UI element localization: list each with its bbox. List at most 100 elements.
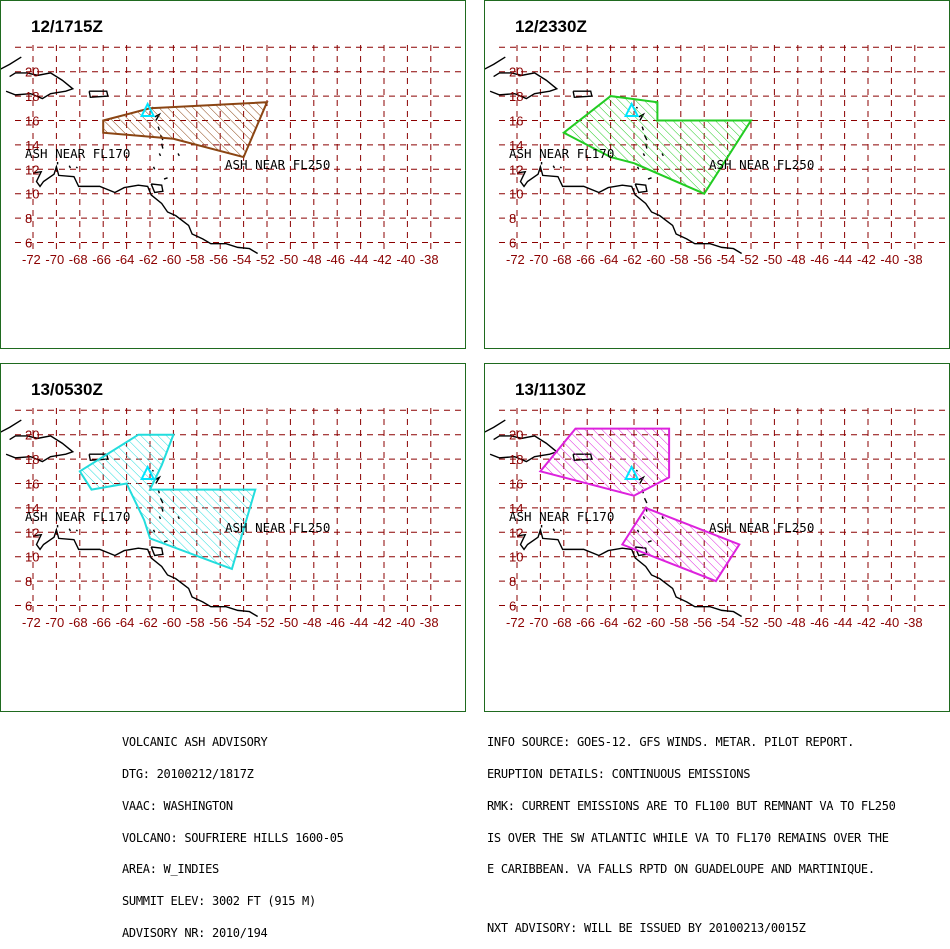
coastline [154, 475, 162, 484]
advisory-line: VOLCANO: SOUFRIERE HILLS 1600-05 [122, 830, 344, 845]
coastline [1, 419, 22, 433]
longitude-tick-label: -54 [233, 252, 252, 267]
advisory-header-block: VOLCANIC ASH ADVISORY DTG: 20100212/1817… [122, 716, 344, 949]
coastline [5, 72, 75, 100]
longitude-tick-label: -72 [506, 615, 525, 630]
latitude-tick-label: 20 [25, 65, 39, 80]
advisory-line: RMK: CURRENT EMISSIONS ARE TO FL100 BUT … [487, 798, 896, 813]
coastline [636, 166, 640, 170]
coastline [647, 177, 652, 180]
advisory-remarks-block: INFO SOURCE: GOES-12. GFS WINDS. METAR. … [487, 716, 896, 944]
latitude-tick-label: 16 [509, 114, 523, 129]
coastline [552, 165, 556, 169]
advisory-line [487, 896, 896, 902]
longitude-tick-label: -52 [256, 252, 275, 267]
forecast-panel-3: 13/0530Z 6 8 10 12 14 16 18 20 -72 -70 -68 -66 -64 -6… [0, 363, 466, 712]
longitude-tick-label: -68 [69, 615, 88, 630]
longitude-tick-label: -44 [350, 252, 369, 267]
ash-level-label: ASH NEAR FL170 [509, 509, 614, 524]
longitude-tick-label: -60 [162, 252, 181, 267]
latitude-tick-label: 18 [509, 452, 523, 467]
ash-level-label: ASH NEAR FL250 [225, 520, 330, 535]
longitude-tick-label: -40 [396, 252, 415, 267]
coastline [643, 497, 648, 504]
latitude-tick-label: 6 [25, 236, 32, 251]
longitude-tick-label: -62 [623, 615, 642, 630]
longitude-tick-label: -40 [880, 615, 899, 630]
advisory-line: INFO SOURCE: GOES-12. GFS WINDS. METAR. … [487, 735, 855, 750]
ash-level-label: ASH NEAR FL250 [225, 157, 330, 172]
coastline [552, 528, 556, 532]
coastline [68, 528, 72, 532]
coastline [485, 419, 506, 433]
latitude-tick-label: 20 [509, 65, 523, 80]
ash-map: 6 8 10 12 14 16 18 20 -72 -70 -68 -66 -64 -62 -60 -58 -5… [485, 408, 947, 630]
panel-time-label: 12/1715Z [31, 17, 103, 36]
ash-level-label: ASH NEAR FL250 [709, 157, 814, 172]
latitude-tick-label: 10 [509, 550, 523, 565]
longitude-tick-label: -48 [787, 615, 806, 630]
coastline [559, 166, 562, 169]
longitude-tick-label: -70 [529, 252, 548, 267]
coastline [32, 164, 258, 255]
coastline [516, 527, 742, 618]
longitude-tick-label: -54 [717, 252, 736, 267]
advisory-line: AREA: W_INDIES [122, 862, 219, 877]
longitude-tick-label: -70 [45, 252, 64, 267]
advisory-line: IS OVER THE SW ATLANTIC WHILE VA TO FL17… [487, 830, 889, 845]
longitude-tick-label: -48 [787, 252, 806, 267]
longitude-tick-label: -60 [162, 615, 181, 630]
longitude-tick-label: -62 [623, 252, 642, 267]
panel-time-label: 13/1130Z [515, 380, 586, 399]
longitude-tick-label: -66 [92, 615, 111, 630]
latitude-tick-label: 18 [25, 89, 39, 104]
latitude-tick-label: 14 [25, 138, 39, 153]
longitude-tick-label: -56 [693, 252, 712, 267]
latitude-tick-label: 10 [25, 187, 39, 202]
coastline [68, 165, 72, 169]
longitude-tick-label: -52 [740, 615, 759, 630]
latitude-tick-label: 14 [509, 501, 523, 516]
longitude-tick-label: -66 [576, 615, 595, 630]
ash-cloud-polygon [620, 506, 741, 583]
latitude-tick-label: 10 [25, 550, 39, 565]
longitude-tick-label: -68 [69, 252, 88, 267]
advisory-line: DTG: 20100212/1817Z [122, 766, 254, 781]
longitude-tick-label: -46 [326, 252, 345, 267]
latitude-tick-label: 18 [25, 452, 39, 467]
longitude-tick-label: -40 [396, 615, 415, 630]
coastline [158, 153, 162, 157]
advisory-line: ERUPTION DETAILS: CONTINUOUS EMISSIONS [487, 766, 751, 781]
longitude-tick-label: -60 [646, 615, 665, 630]
coastline [150, 183, 164, 194]
coastline [5, 435, 75, 463]
longitude-tick-label: -50 [763, 252, 782, 267]
coastline [75, 529, 78, 532]
longitude-tick-label: -42 [373, 252, 392, 267]
longitude-tick-label: -62 [139, 252, 158, 267]
advisory-line: ADVISORY NR: 2010/194 [122, 925, 268, 940]
coastline [161, 143, 164, 149]
panel-time-label: 12/2330Z [515, 17, 587, 36]
latitude-tick-label: 18 [509, 89, 523, 104]
coastline [634, 183, 648, 194]
latitude-tick-label: 12 [509, 162, 523, 177]
longitude-tick-label: -66 [576, 252, 595, 267]
longitude-tick-label: -50 [279, 615, 298, 630]
longitude-tick-label: -72 [506, 252, 525, 267]
ash-level-label: ASH NEAR FL250 [709, 520, 814, 535]
coastline [152, 166, 156, 170]
advisory-line: VAAC: WASHINGTON [122, 798, 233, 813]
volcano-marker [140, 464, 156, 480]
latitude-tick-label: 14 [509, 138, 523, 153]
longitude-tick-label: -72 [22, 615, 41, 630]
latitude-tick-label: 12 [25, 162, 39, 177]
volcano-marker [624, 101, 640, 117]
volcano-marker [624, 464, 640, 480]
longitude-tick-label: -42 [857, 615, 876, 630]
longitude-tick-label: -44 [350, 615, 369, 630]
coastline [177, 153, 180, 157]
coastline [32, 527, 258, 618]
ash-level-label: ASH NEAR FL170 [509, 146, 614, 161]
advisory-line: VOLCANIC ASH ADVISORY [122, 735, 268, 750]
